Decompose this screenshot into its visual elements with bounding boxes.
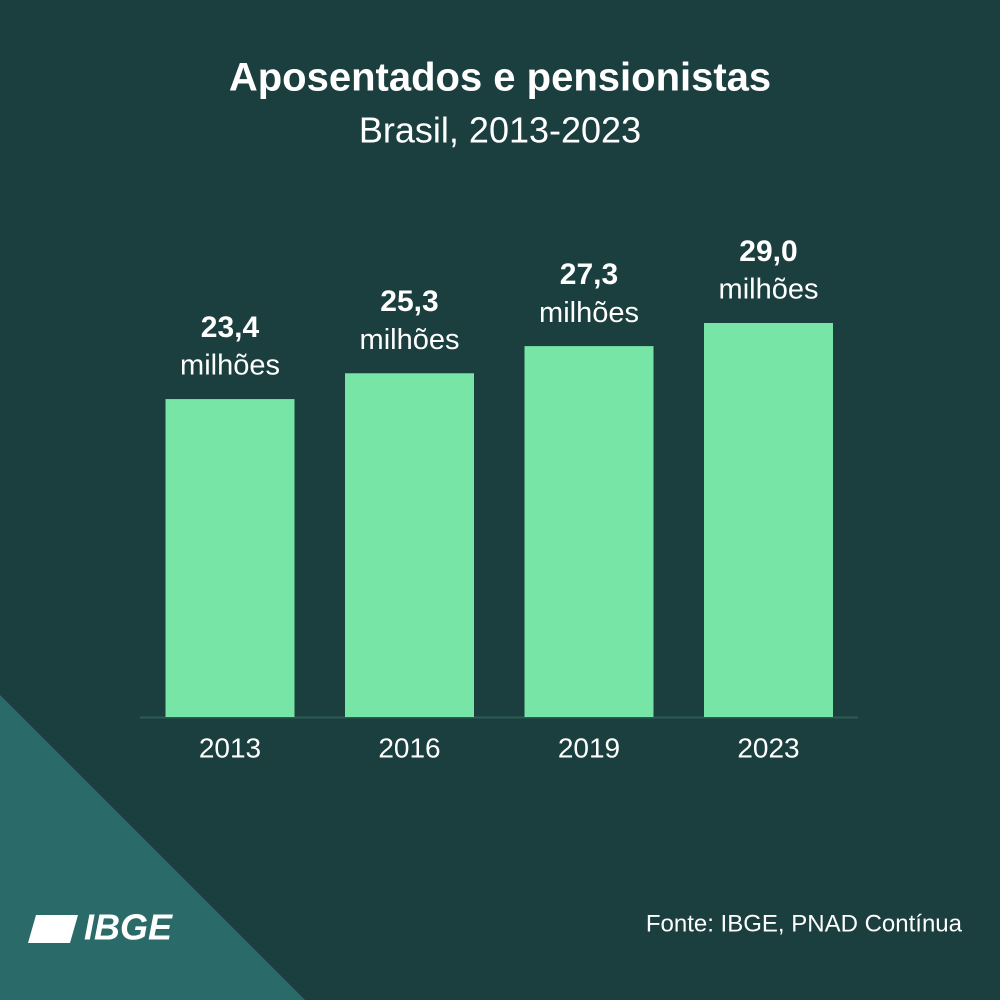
logo-text: IBGE (84, 907, 173, 948)
bar (165, 399, 295, 717)
value-unit: milhões (360, 324, 460, 356)
x-tick-label: 2023 (737, 732, 799, 763)
source: Fonte: IBGE, PNAD Contínua (646, 910, 963, 937)
chart-subtitle: Brasil, 2013-2023 (359, 110, 641, 151)
value-unit: milhões (539, 297, 639, 329)
x-tick-label: 2019 (558, 732, 620, 763)
corner-triangle (0, 695, 305, 1000)
logo: IBGE (28, 907, 173, 948)
value-label: 23,4 (201, 311, 260, 344)
value-label: 27,3 (560, 258, 618, 291)
value-unit: milhões (719, 274, 819, 306)
bar (704, 323, 833, 717)
bar (524, 346, 654, 717)
value-label: 29,0 (739, 235, 797, 268)
chart-title: Aposentados e pensionistas (229, 56, 771, 100)
value-label: 25,3 (380, 285, 438, 318)
logo-icon (28, 915, 78, 943)
x-tick-label: 2016 (378, 732, 440, 763)
bar (345, 373, 474, 717)
value-unit: milhões (180, 350, 280, 382)
x-tick-label: 2013 (199, 732, 261, 763)
